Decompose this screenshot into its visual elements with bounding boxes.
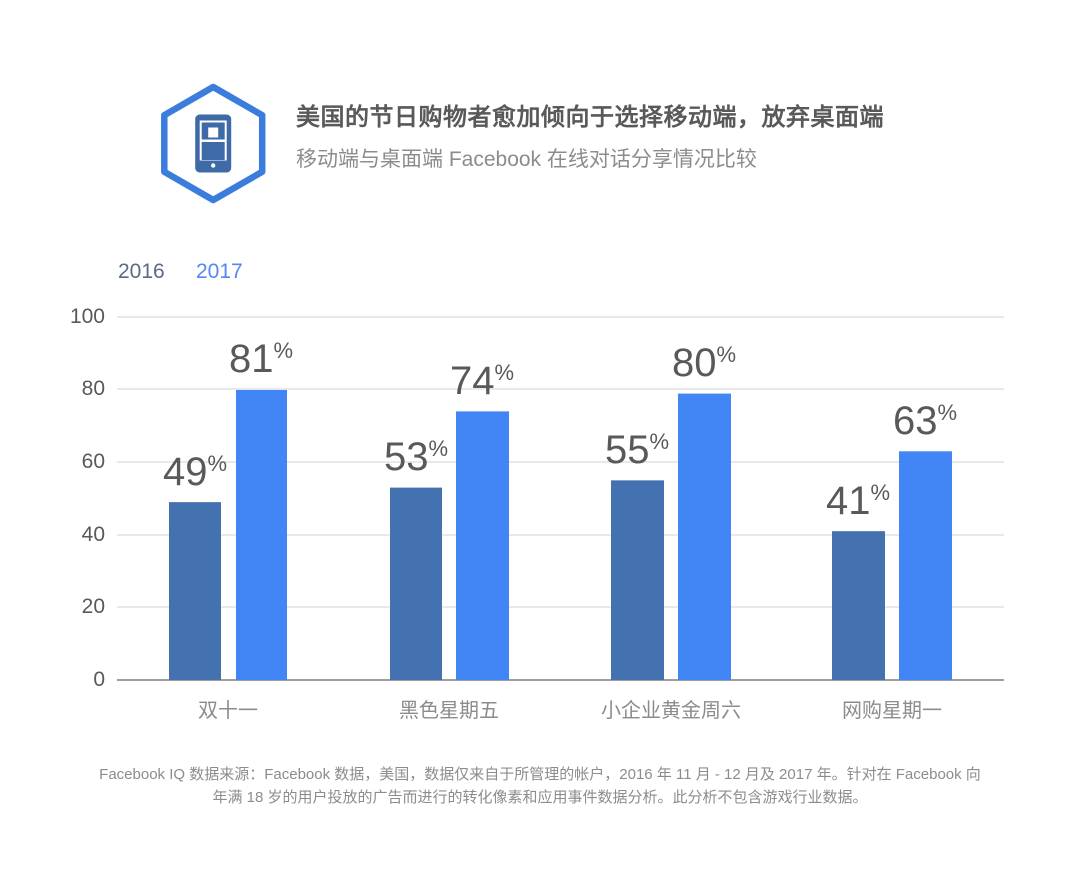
svg-text:81%: 81% <box>229 337 293 381</box>
svg-text:双十一: 双十一 <box>198 699 258 722</box>
svg-text:网购星期一: 网购星期一 <box>842 699 942 722</box>
svg-text:40: 40 <box>82 523 105 546</box>
svg-text:74%: 74% <box>450 359 514 403</box>
svg-text:60: 60 <box>82 450 105 473</box>
svg-text:0: 0 <box>93 668 105 691</box>
svg-text:100: 100 <box>70 305 105 328</box>
svg-text:80: 80 <box>82 377 105 400</box>
svg-text:80%: 80% <box>672 341 736 385</box>
svg-text:小企业黄金周六: 小企业黄金周六 <box>601 699 741 722</box>
svg-text:53%: 53% <box>384 435 448 479</box>
svg-text:黑色星期五: 黑色星期五 <box>399 699 499 722</box>
svg-text:49%: 49% <box>163 450 227 494</box>
svg-text:63%: 63% <box>893 399 957 443</box>
svg-text:55%: 55% <box>605 428 669 472</box>
svg-text:20: 20 <box>82 595 105 618</box>
svg-text:41%: 41% <box>826 479 890 523</box>
